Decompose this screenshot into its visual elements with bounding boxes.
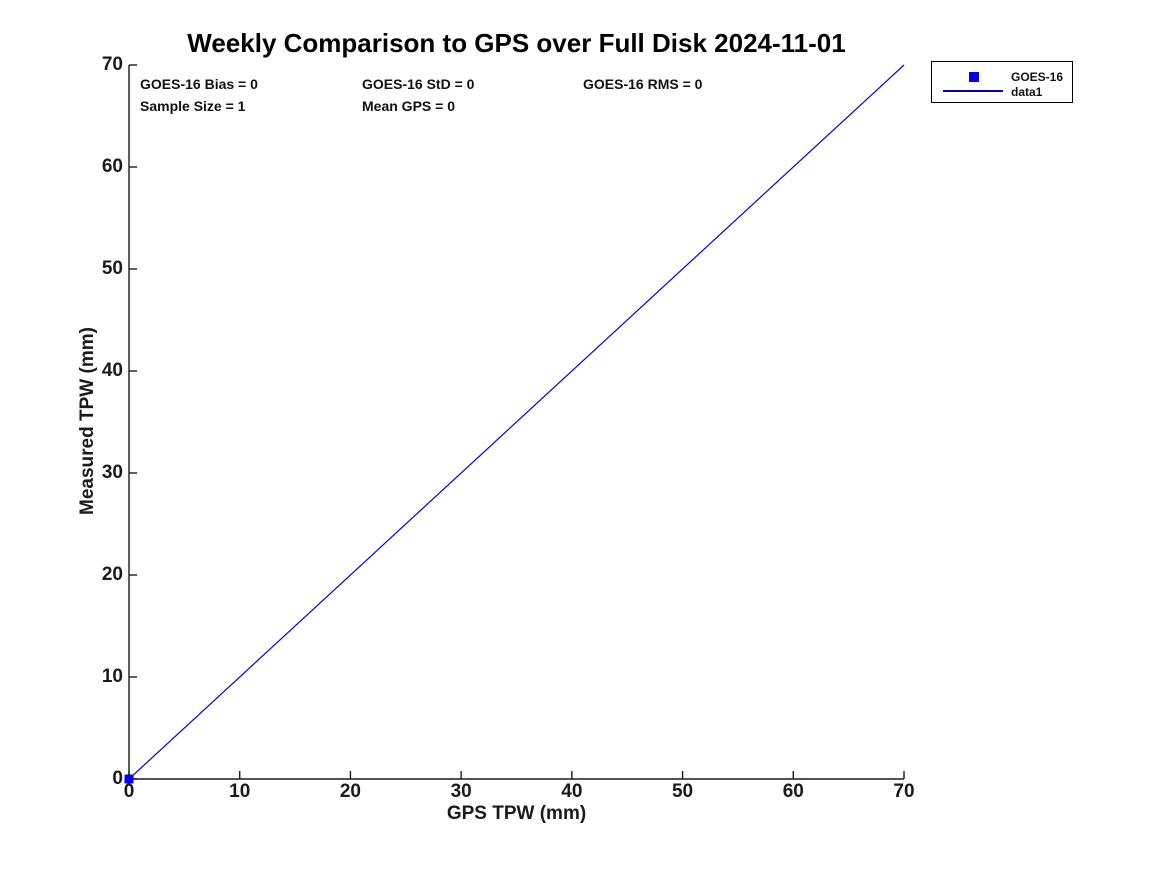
xtick-label: 40 bbox=[561, 781, 583, 802]
annotation-mean-gps: Mean GPS = 0 bbox=[362, 98, 455, 114]
annotation-rms: GOES-16 RMS = 0 bbox=[583, 76, 703, 92]
xtick-label: 60 bbox=[782, 781, 804, 802]
series-line-data1 bbox=[128, 64, 905, 780]
legend: GOES-16 data1 bbox=[931, 61, 1073, 103]
ytick-label: 10 bbox=[101, 666, 123, 687]
annotation-bias: GOES-16 Bias = 0 bbox=[140, 76, 258, 92]
square-marker-icon bbox=[969, 72, 979, 82]
y-axis-label: Measured TPW (mm) bbox=[77, 327, 98, 515]
legend-entry-data1: data1 bbox=[1011, 85, 1043, 99]
xtick-label: 50 bbox=[671, 781, 694, 802]
ytick-label: 20 bbox=[101, 564, 123, 585]
line-sample-icon bbox=[943, 90, 1003, 92]
xtick-label: 20 bbox=[339, 781, 361, 802]
xtick-label: 0 bbox=[123, 781, 135, 802]
chart-title: Weekly Comparison to GPS over Full Disk … bbox=[187, 28, 846, 58]
legend-entry-goes16: GOES-16 bbox=[1011, 70, 1064, 84]
xtick-label: 30 bbox=[450, 781, 472, 802]
xtick-label: 10 bbox=[229, 781, 251, 802]
ytick-label: 40 bbox=[101, 360, 123, 381]
x-axis-label: GPS TPW (mm) bbox=[446, 803, 587, 824]
ytick-label: 70 bbox=[101, 54, 123, 75]
annotation-sample-size: Sample Size = 1 bbox=[140, 98, 246, 114]
xtick-label: 70 bbox=[893, 781, 915, 802]
annotation-std: GOES-16 StD = 0 bbox=[362, 76, 475, 92]
ytick-label: 50 bbox=[101, 258, 123, 279]
ytick-label: 60 bbox=[101, 156, 123, 177]
ytick-label: 0 bbox=[112, 768, 123, 789]
ytick-label: 30 bbox=[101, 462, 123, 483]
